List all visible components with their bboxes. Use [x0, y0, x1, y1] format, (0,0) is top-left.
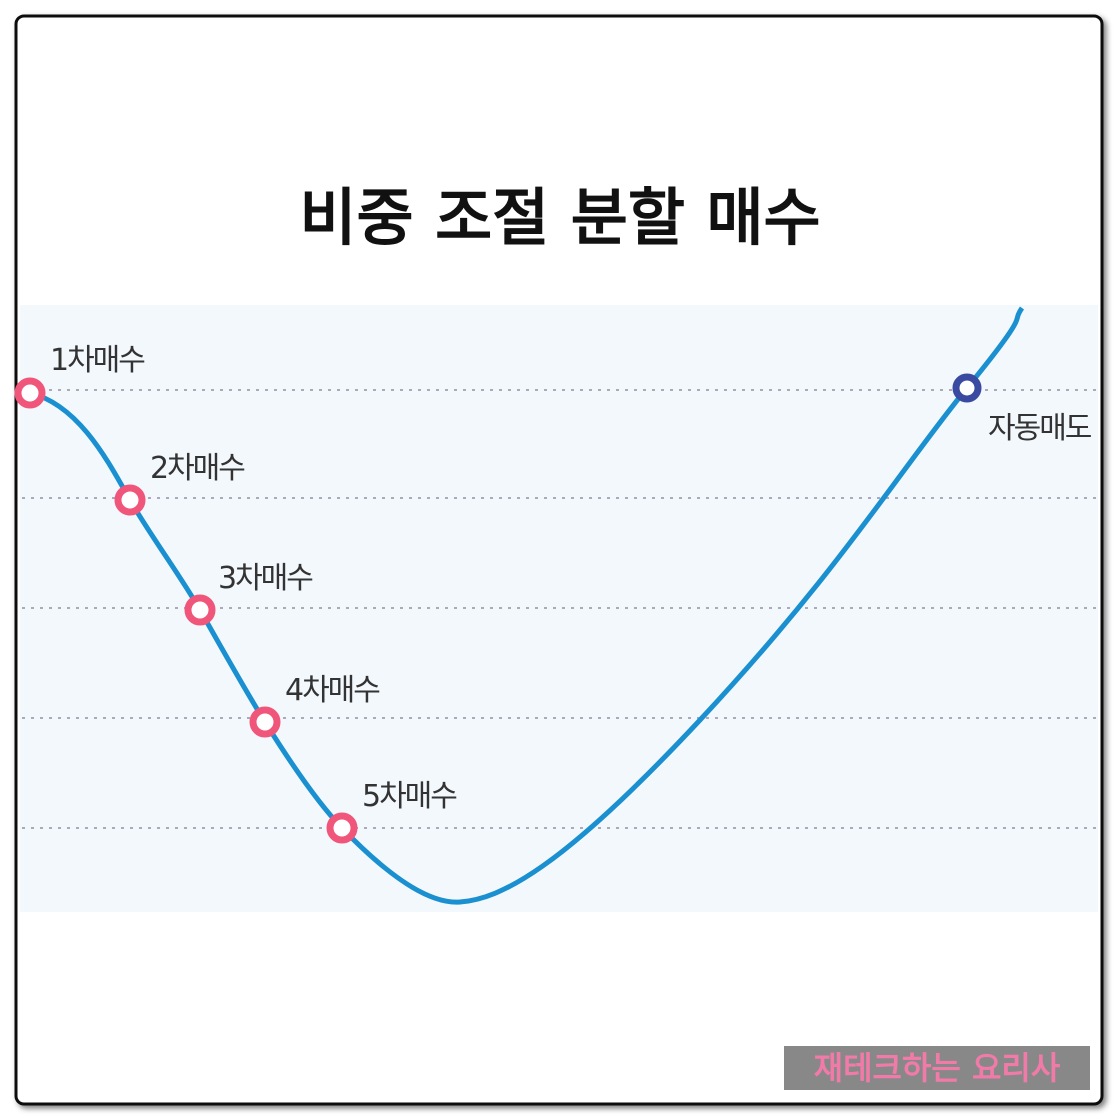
sell-marker [952, 373, 982, 403]
node-label: 3차매수 [218, 561, 312, 596]
watermark-box [784, 1046, 1090, 1090]
node-label: 자동매도 [988, 411, 1092, 446]
node-label: 1차매수 [50, 343, 144, 378]
title: 비중 조절 분할 매수 [299, 181, 820, 254]
buy-marker [14, 377, 46, 409]
node-label: 5차매수 [362, 779, 456, 814]
buy-marker [326, 812, 358, 844]
watermark: 재테크하는 요리사 [814, 1049, 1061, 1087]
buy-marker [249, 706, 281, 738]
node-label: 2차매수 [150, 451, 244, 486]
buy-marker [184, 594, 216, 626]
buy-markers [14, 377, 358, 844]
chart-band [20, 305, 1098, 912]
price-curve [29, 306, 1025, 905]
buy-marker [114, 484, 146, 516]
node-label: 4차매수 [285, 673, 379, 708]
